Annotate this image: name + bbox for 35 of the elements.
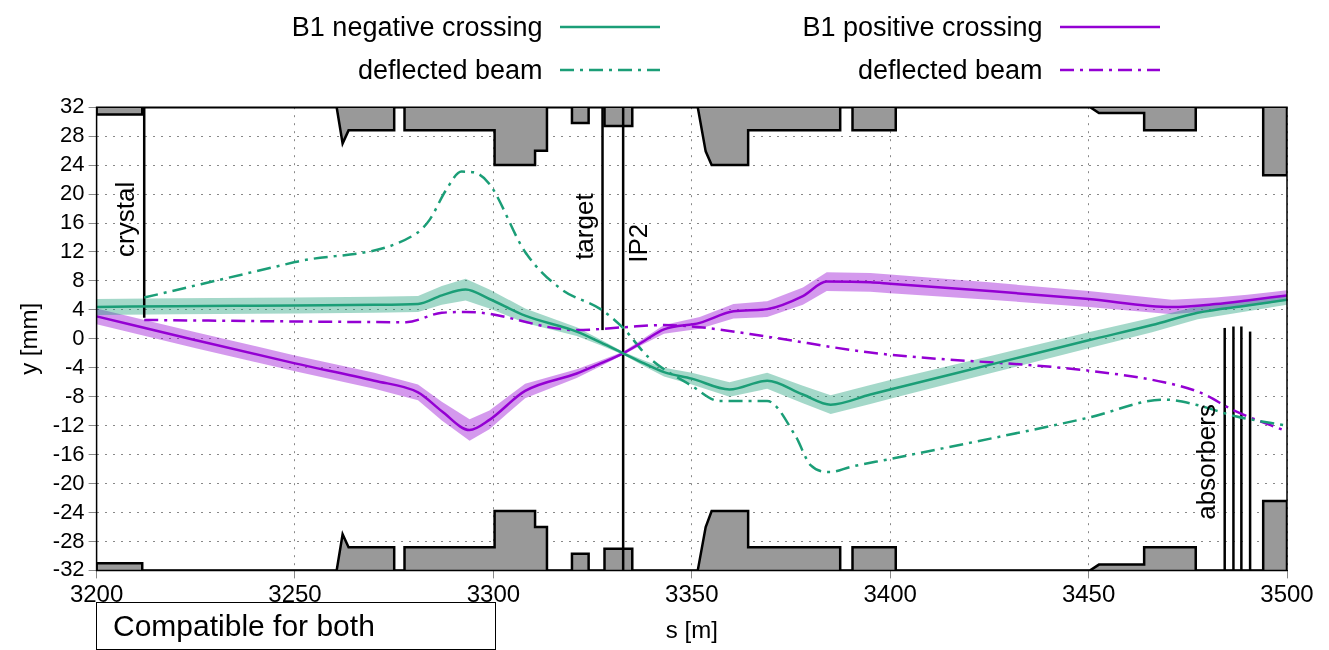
y-tick-label: -4 (65, 353, 85, 379)
x-tick-label: 3250 (268, 580, 322, 608)
y-tick-label: -24 (52, 498, 85, 524)
legend-label: deflected beam (857, 54, 1043, 86)
annotation: absorbers (1190, 404, 1221, 520)
x-tick-label: 3450 (1061, 580, 1116, 608)
annotation: crystal (110, 181, 141, 257)
y-tick-label: 24 (60, 151, 85, 177)
y-tick-label: -12 (52, 411, 85, 437)
y-tick-label: 16 (60, 209, 85, 235)
legend-label: B1 positive crossing (802, 11, 1043, 43)
annotation: IP2 (623, 223, 654, 263)
x-tick-label: 3350 (665, 580, 719, 608)
x-tick-label: 3500 (1260, 580, 1314, 608)
y-tick-label: 4 (72, 295, 85, 321)
y-tick-label: 32 (60, 93, 85, 119)
y-tick-label: -8 (65, 382, 85, 408)
y-tick-label: 28 (60, 122, 85, 148)
x-tick-label: 3400 (863, 580, 917, 608)
y-tick-label: 20 (60, 180, 85, 206)
y-tick-label: 0 (72, 324, 85, 350)
y-tick-label: -28 (52, 527, 85, 553)
annotation: target (568, 192, 599, 260)
y-tick-label: 8 (72, 266, 85, 292)
legend-label: deflected beam (357, 54, 543, 86)
text: Compatible for both (113, 609, 375, 642)
x-axis-title: s [m] (665, 616, 718, 644)
y-tick-label: -20 (52, 469, 85, 495)
x-tick-label: 3200 (69, 580, 124, 608)
x-tick-label: 3300 (466, 580, 521, 608)
y-tick-label: -32 (52, 556, 85, 582)
legend-label: B1 negative crossing (291, 11, 543, 43)
y-tick-label: -16 (52, 440, 85, 466)
y-axis-title: y [mm] (15, 302, 43, 375)
y-tick-label: 12 (60, 238, 85, 264)
